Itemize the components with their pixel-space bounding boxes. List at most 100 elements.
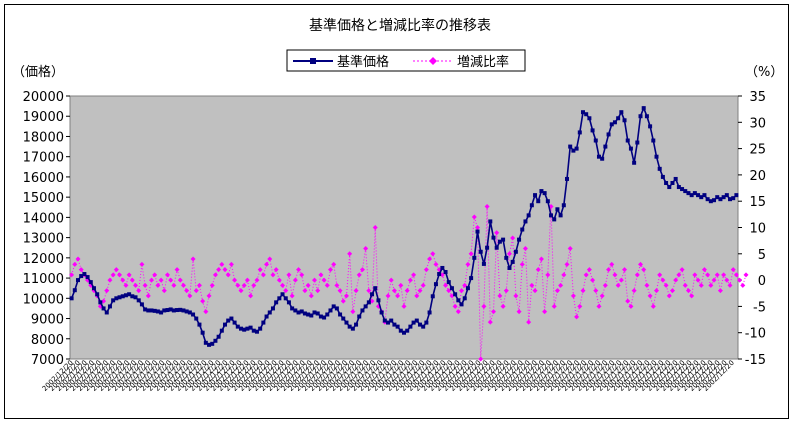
ratio-point: [327, 267, 333, 273]
left-axis-label: （価格）: [12, 64, 64, 80]
price-point: [638, 114, 643, 119]
ratio-point: [334, 282, 340, 288]
price-point: [667, 185, 672, 190]
price-point: [699, 195, 704, 200]
price-point: [609, 122, 614, 127]
ratio-point: [414, 293, 420, 299]
price-point: [187, 310, 192, 315]
price-point: [395, 324, 400, 329]
ratio-point: [305, 282, 311, 288]
ratio-point: [593, 288, 599, 294]
ratio-point: [701, 267, 707, 273]
ratio-point: [705, 272, 711, 278]
right-tick-label: 20: [749, 169, 766, 184]
price-point: [120, 294, 125, 299]
ratio-point: [551, 303, 557, 309]
ratio-point: [714, 272, 720, 278]
ratio-point: [107, 277, 113, 283]
price-point: [465, 286, 470, 291]
ratio-point: [516, 309, 522, 315]
ratio-point: [459, 288, 465, 294]
price-point: [366, 300, 371, 305]
ratio-point: [216, 267, 222, 273]
ratio-point: [289, 293, 295, 299]
price-point: [69, 296, 74, 301]
ratio-point: [117, 272, 123, 278]
legend-label-price: 基準価格: [337, 54, 389, 70]
ratio-point: [193, 288, 199, 294]
ratio-point: [164, 272, 170, 278]
ratio-point: [254, 277, 260, 283]
price-point: [386, 320, 391, 325]
price-point: [152, 308, 157, 313]
ratio-point: [187, 293, 193, 299]
ratio-point: [190, 256, 196, 262]
price-point: [443, 270, 448, 275]
price-point: [632, 160, 637, 165]
price-point: [590, 128, 595, 133]
price-point: [542, 191, 547, 196]
ratio-point: [219, 261, 225, 267]
price-point: [648, 124, 653, 129]
price-point: [293, 308, 298, 313]
price-point: [571, 148, 576, 153]
price-point: [472, 255, 477, 260]
ratio-point: [142, 282, 148, 288]
ratio-point: [510, 235, 516, 241]
ratio-point: [487, 319, 493, 325]
ratio-point: [391, 288, 397, 294]
price-point: [568, 144, 573, 149]
ratio-point: [433, 261, 439, 267]
price-point: [232, 320, 237, 325]
price-point: [686, 191, 691, 196]
ratio-point: [133, 282, 139, 288]
price-point: [600, 156, 605, 161]
price-point: [536, 199, 541, 204]
ratio-point: [145, 293, 151, 299]
ratio-point: [625, 298, 631, 304]
ratio-point: [72, 261, 78, 267]
price-point: [731, 196, 736, 201]
ratio-point: [129, 277, 135, 283]
ratio-point: [286, 272, 292, 278]
left-tick-label: 15000: [23, 191, 64, 206]
ratio-point: [468, 251, 474, 257]
ratio-point: [685, 288, 691, 294]
ratio-point: [174, 267, 180, 273]
ratio-point: [359, 267, 365, 273]
ratio-point: [206, 293, 212, 299]
ratio-point: [596, 303, 602, 309]
ratio-point: [599, 293, 605, 299]
price-point: [724, 193, 729, 198]
ratio-point: [711, 277, 717, 283]
ratio-point: [542, 309, 548, 315]
price-point: [488, 219, 493, 224]
price-point: [101, 306, 106, 311]
ratio-point: [484, 203, 490, 209]
price-point: [210, 341, 215, 346]
price-point: [302, 311, 307, 316]
price-point: [424, 320, 429, 325]
left-tick-label: 8000: [31, 333, 64, 348]
ratio-point: [740, 282, 746, 288]
ratio-point: [324, 282, 330, 288]
price-point: [248, 325, 253, 330]
ratio-point: [737, 277, 743, 283]
price-point: [670, 180, 675, 185]
price-point: [338, 312, 343, 317]
price-point: [712, 198, 717, 203]
ratio-point: [353, 288, 359, 294]
price-point: [341, 316, 346, 321]
ratio-point: [526, 319, 532, 325]
ratio-point: [657, 272, 663, 278]
ratio-point: [257, 267, 263, 273]
ratio-point: [717, 288, 723, 294]
price-point: [718, 197, 723, 202]
price-point: [533, 193, 538, 198]
ratio-point: [420, 282, 426, 288]
left-tick-label: 13000: [23, 232, 64, 247]
price-point: [207, 342, 212, 347]
price-point: [191, 312, 196, 317]
legend-label-ratio: 増減比率: [457, 54, 509, 70]
